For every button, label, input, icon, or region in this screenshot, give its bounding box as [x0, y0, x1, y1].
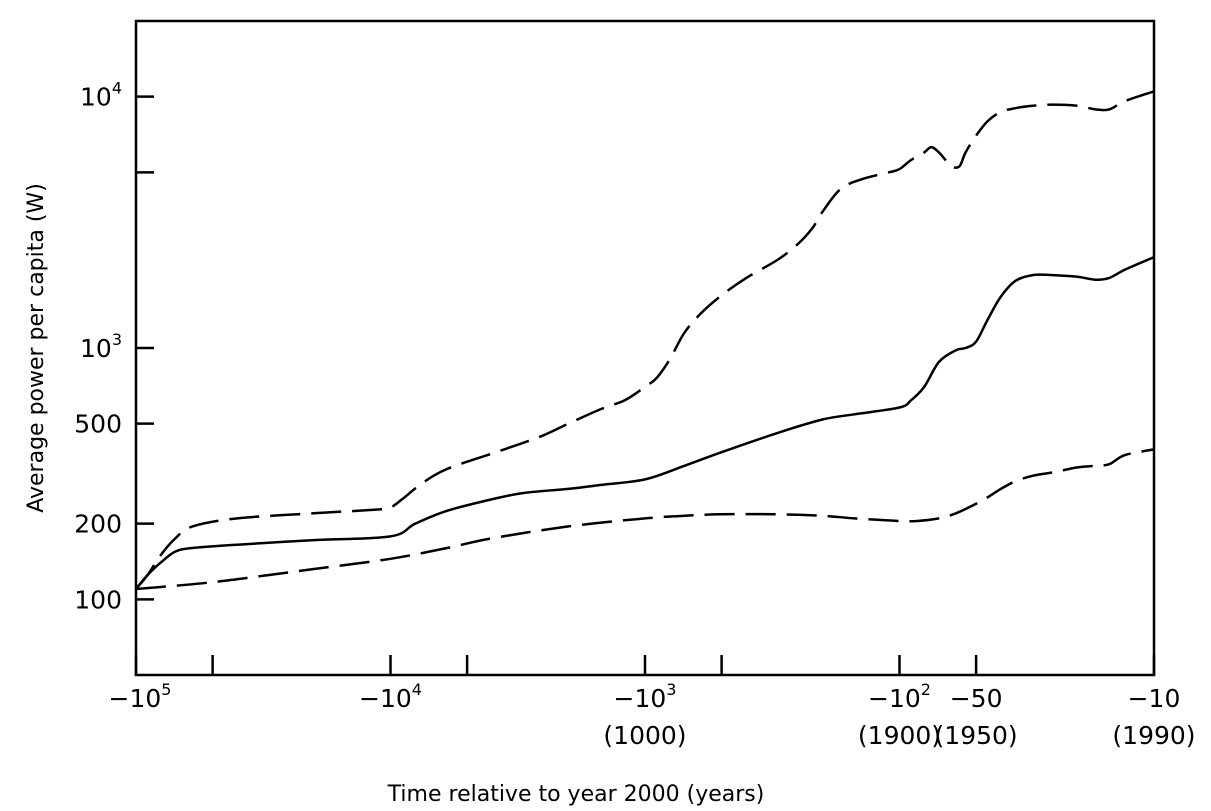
series-lines	[135, 90, 1155, 591]
x-tick-year-label: (1000)	[603, 721, 686, 750]
x-tick-label: −104	[359, 680, 422, 713]
plot-frame	[134, 19, 1156, 677]
x-axis-ticks: −105 −104 −103 (1000) −102 (1900) −50 (1950) −10…	[109, 655, 1196, 750]
x-tick-label: −105	[109, 680, 172, 713]
series-line-2	[135, 255, 1155, 590]
x-tick-label: −102	[868, 680, 931, 713]
series-line-3	[135, 448, 1155, 591]
x-tick-label: −103	[614, 680, 677, 713]
x-tick-label: −50	[950, 684, 1003, 713]
y-tick-label: 500	[74, 410, 122, 439]
x-tick-label: −10	[1128, 684, 1181, 713]
y-tick-label: 103	[80, 330, 122, 363]
y-axis-title: Average power per capita (W)	[24, 183, 49, 513]
x-axis-title: Time relative to year 2000 (years)	[387, 782, 765, 807]
y-tick-label: 104	[80, 79, 122, 112]
y-tick-label: 200	[74, 510, 122, 539]
x-tick-year-label: (1990)	[1112, 721, 1195, 750]
y-axis-ticks: 100 200 500 103 104	[74, 79, 154, 614]
x-tick-year-label: (1900)	[858, 721, 941, 750]
y-tick-label: 100	[74, 585, 122, 614]
x-tick-year-label: (1950)	[935, 721, 1018, 750]
series-line-1	[135, 90, 1155, 590]
